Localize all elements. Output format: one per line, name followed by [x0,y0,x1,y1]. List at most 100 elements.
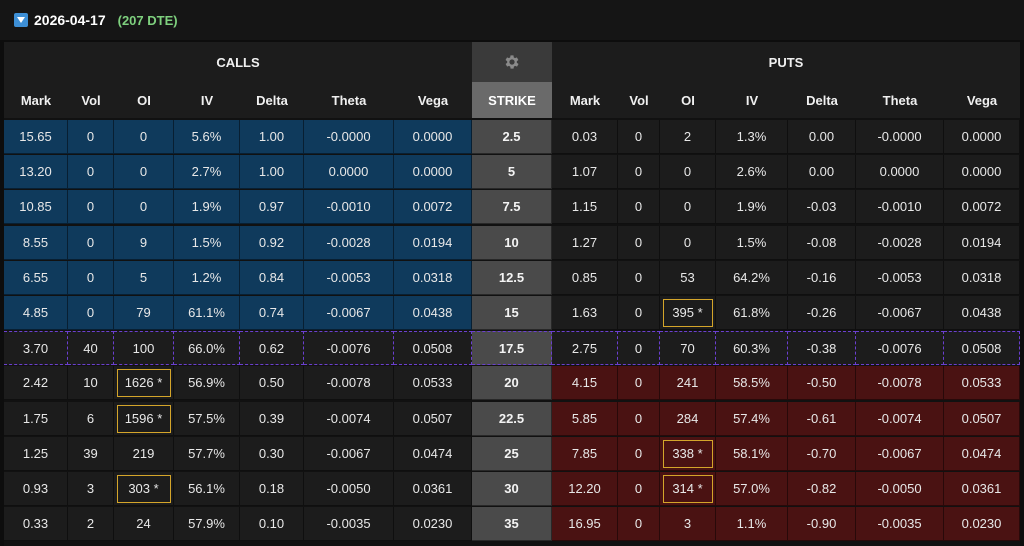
put-mark-cell[interactable]: 2.75 [552,331,618,366]
put-vega-cell[interactable]: 0.0194 [944,225,1020,260]
call-delta-cell[interactable]: 1.00 [240,155,304,190]
call-vega-cell[interactable]: 0.0507 [394,401,472,436]
call-vega-cell[interactable]: 0.0508 [394,331,472,366]
settings-button[interactable] [472,42,552,82]
call-oi-cell[interactable]: 79 [114,296,174,330]
chain-row[interactable]: 1.25 39 219 57.7% 0.30 -0.0067 0.0474 25 7.85 0 33… [4,436,1020,472]
call-iv-cell[interactable]: 1.9% [174,190,240,225]
put-oi-cell[interactable]: 284 [660,401,716,436]
put-delta-cell[interactable]: -0.61 [788,401,856,436]
put-delta-cell[interactable]: -0.03 [788,190,856,225]
put-theta-cell[interactable]: -0.0028 [856,225,944,260]
put-oi-cell[interactable]: 395 * [660,296,716,330]
put-theta-cell[interactable]: -0.0078 [856,366,944,401]
chain-row[interactable]: 15.65 0 0 5.6% 1.00 -0.0000 0.0000 2.5 0.03 0 2 1.3… [4,120,1020,155]
put-theta-cell[interactable]: -0.0053 [856,260,944,295]
call-iv-cell[interactable]: 57.5% [174,401,240,436]
put-vega-cell[interactable]: 0.0508 [944,331,1020,366]
call-mark-cell[interactable]: 10.85 [4,190,68,225]
put-oi-cell[interactable]: 0 [660,190,716,225]
put-iv-cell[interactable]: 64.2% [716,260,788,295]
call-oi-cell[interactable]: 0 [114,190,174,225]
call-vega-cell[interactable]: 0.0533 [394,366,472,401]
chain-row[interactable]: 2.42 10 1626 * 56.9% 0.50 -0.0078 0.0533 20 4.15… [4,366,1020,401]
call-theta-cell[interactable]: -0.0000 [304,120,394,154]
put-vega-cell[interactable]: 0.0438 [944,296,1020,330]
chain-row[interactable]: 4.85 0 79 61.1% 0.74 -0.0067 0.0438 15 1.63 0 395 … [4,296,1020,331]
call-vol-cell[interactable]: 40 [68,331,114,366]
call-vega-cell[interactable]: 0.0474 [394,436,472,471]
call-vol-cell[interactable]: 0 [68,225,114,260]
put-oi-cell[interactable]: 53 [660,260,716,295]
call-oi-cell[interactable]: 0 [114,155,174,190]
put-vol-cell[interactable]: 0 [618,260,660,295]
put-delta-cell[interactable]: -0.82 [788,472,856,506]
call-iv-cell[interactable]: 61.1% [174,296,240,330]
calls-col-mark[interactable]: Mark [4,82,68,118]
call-oi-cell[interactable]: 1596 * [114,401,174,436]
call-delta-cell[interactable]: 0.18 [240,472,304,506]
call-mark-cell[interactable]: 13.20 [4,155,68,190]
put-theta-cell[interactable]: 0.0000 [856,155,944,190]
call-delta-cell[interactable]: 0.62 [240,331,304,366]
call-iv-cell[interactable]: 66.0% [174,331,240,366]
put-vega-cell[interactable]: 0.0072 [944,190,1020,225]
put-iv-cell[interactable]: 1.3% [716,120,788,154]
call-vol-cell[interactable]: 0 [68,260,114,295]
call-vega-cell[interactable]: 0.0230 [394,507,472,542]
put-vega-cell[interactable]: 0.0000 [944,120,1020,154]
call-vega-cell[interactable]: 0.0000 [394,120,472,154]
put-oi-cell[interactable]: 70 [660,331,716,366]
call-vol-cell[interactable]: 10 [68,366,114,401]
put-iv-cell[interactable]: 61.8% [716,296,788,330]
call-theta-cell[interactable]: 0.0000 [304,155,394,190]
put-iv-cell[interactable]: 1.1% [716,507,788,542]
call-vol-cell[interactable]: 6 [68,401,114,436]
call-vol-cell[interactable]: 39 [68,436,114,471]
strike-cell[interactable]: 10 [472,225,552,260]
calls-col-delta[interactable]: Delta [240,82,304,118]
put-vol-cell[interactable]: 0 [618,120,660,154]
call-iv-cell[interactable]: 1.2% [174,260,240,295]
call-delta-cell[interactable]: 0.10 [240,507,304,542]
put-theta-cell[interactable]: -0.0067 [856,436,944,471]
call-theta-cell[interactable]: -0.0076 [304,331,394,366]
put-iv-cell[interactable]: 57.0% [716,472,788,506]
put-mark-cell[interactable]: 5.85 [552,401,618,436]
call-vol-cell[interactable]: 0 [68,120,114,154]
call-mark-cell[interactable]: 15.65 [4,120,68,154]
call-iv-cell[interactable]: 5.6% [174,120,240,154]
strike-cell[interactable]: 5 [472,155,552,190]
call-oi-cell[interactable]: 24 [114,507,174,542]
put-delta-cell[interactable]: 0.00 [788,120,856,154]
put-mark-cell[interactable]: 1.63 [552,296,618,330]
put-vol-cell[interactable]: 0 [618,296,660,330]
puts-col-mark[interactable]: Mark [552,82,618,118]
call-vega-cell[interactable]: 0.0072 [394,190,472,225]
call-vol-cell[interactable]: 0 [68,190,114,225]
call-theta-cell[interactable]: -0.0078 [304,366,394,401]
put-vega-cell[interactable]: 0.0361 [944,472,1020,506]
put-vol-cell[interactable]: 0 [618,436,660,471]
put-oi-cell[interactable]: 0 [660,225,716,260]
call-iv-cell[interactable]: 56.1% [174,472,240,506]
call-mark-cell[interactable]: 1.75 [4,401,68,436]
put-delta-cell[interactable]: -0.26 [788,296,856,330]
call-iv-cell[interactable]: 57.7% [174,436,240,471]
put-oi-cell[interactable]: 314 * [660,472,716,506]
put-mark-cell[interactable]: 1.15 [552,190,618,225]
call-vol-cell[interactable]: 0 [68,296,114,330]
call-mark-cell[interactable]: 0.33 [4,507,68,542]
call-delta-cell[interactable]: 0.84 [240,260,304,295]
call-iv-cell[interactable]: 56.9% [174,366,240,401]
put-mark-cell[interactable]: 1.07 [552,155,618,190]
put-iv-cell[interactable]: 2.6% [716,155,788,190]
put-vega-cell[interactable]: 0.0000 [944,155,1020,190]
call-vol-cell[interactable]: 0 [68,155,114,190]
collapse-toggle-icon[interactable] [14,13,28,27]
call-oi-cell[interactable]: 100 [114,331,174,366]
call-iv-cell[interactable]: 2.7% [174,155,240,190]
call-mark-cell[interactable]: 0.93 [4,472,68,506]
call-iv-cell[interactable]: 57.9% [174,507,240,542]
strike-cell[interactable]: 15 [472,296,552,330]
